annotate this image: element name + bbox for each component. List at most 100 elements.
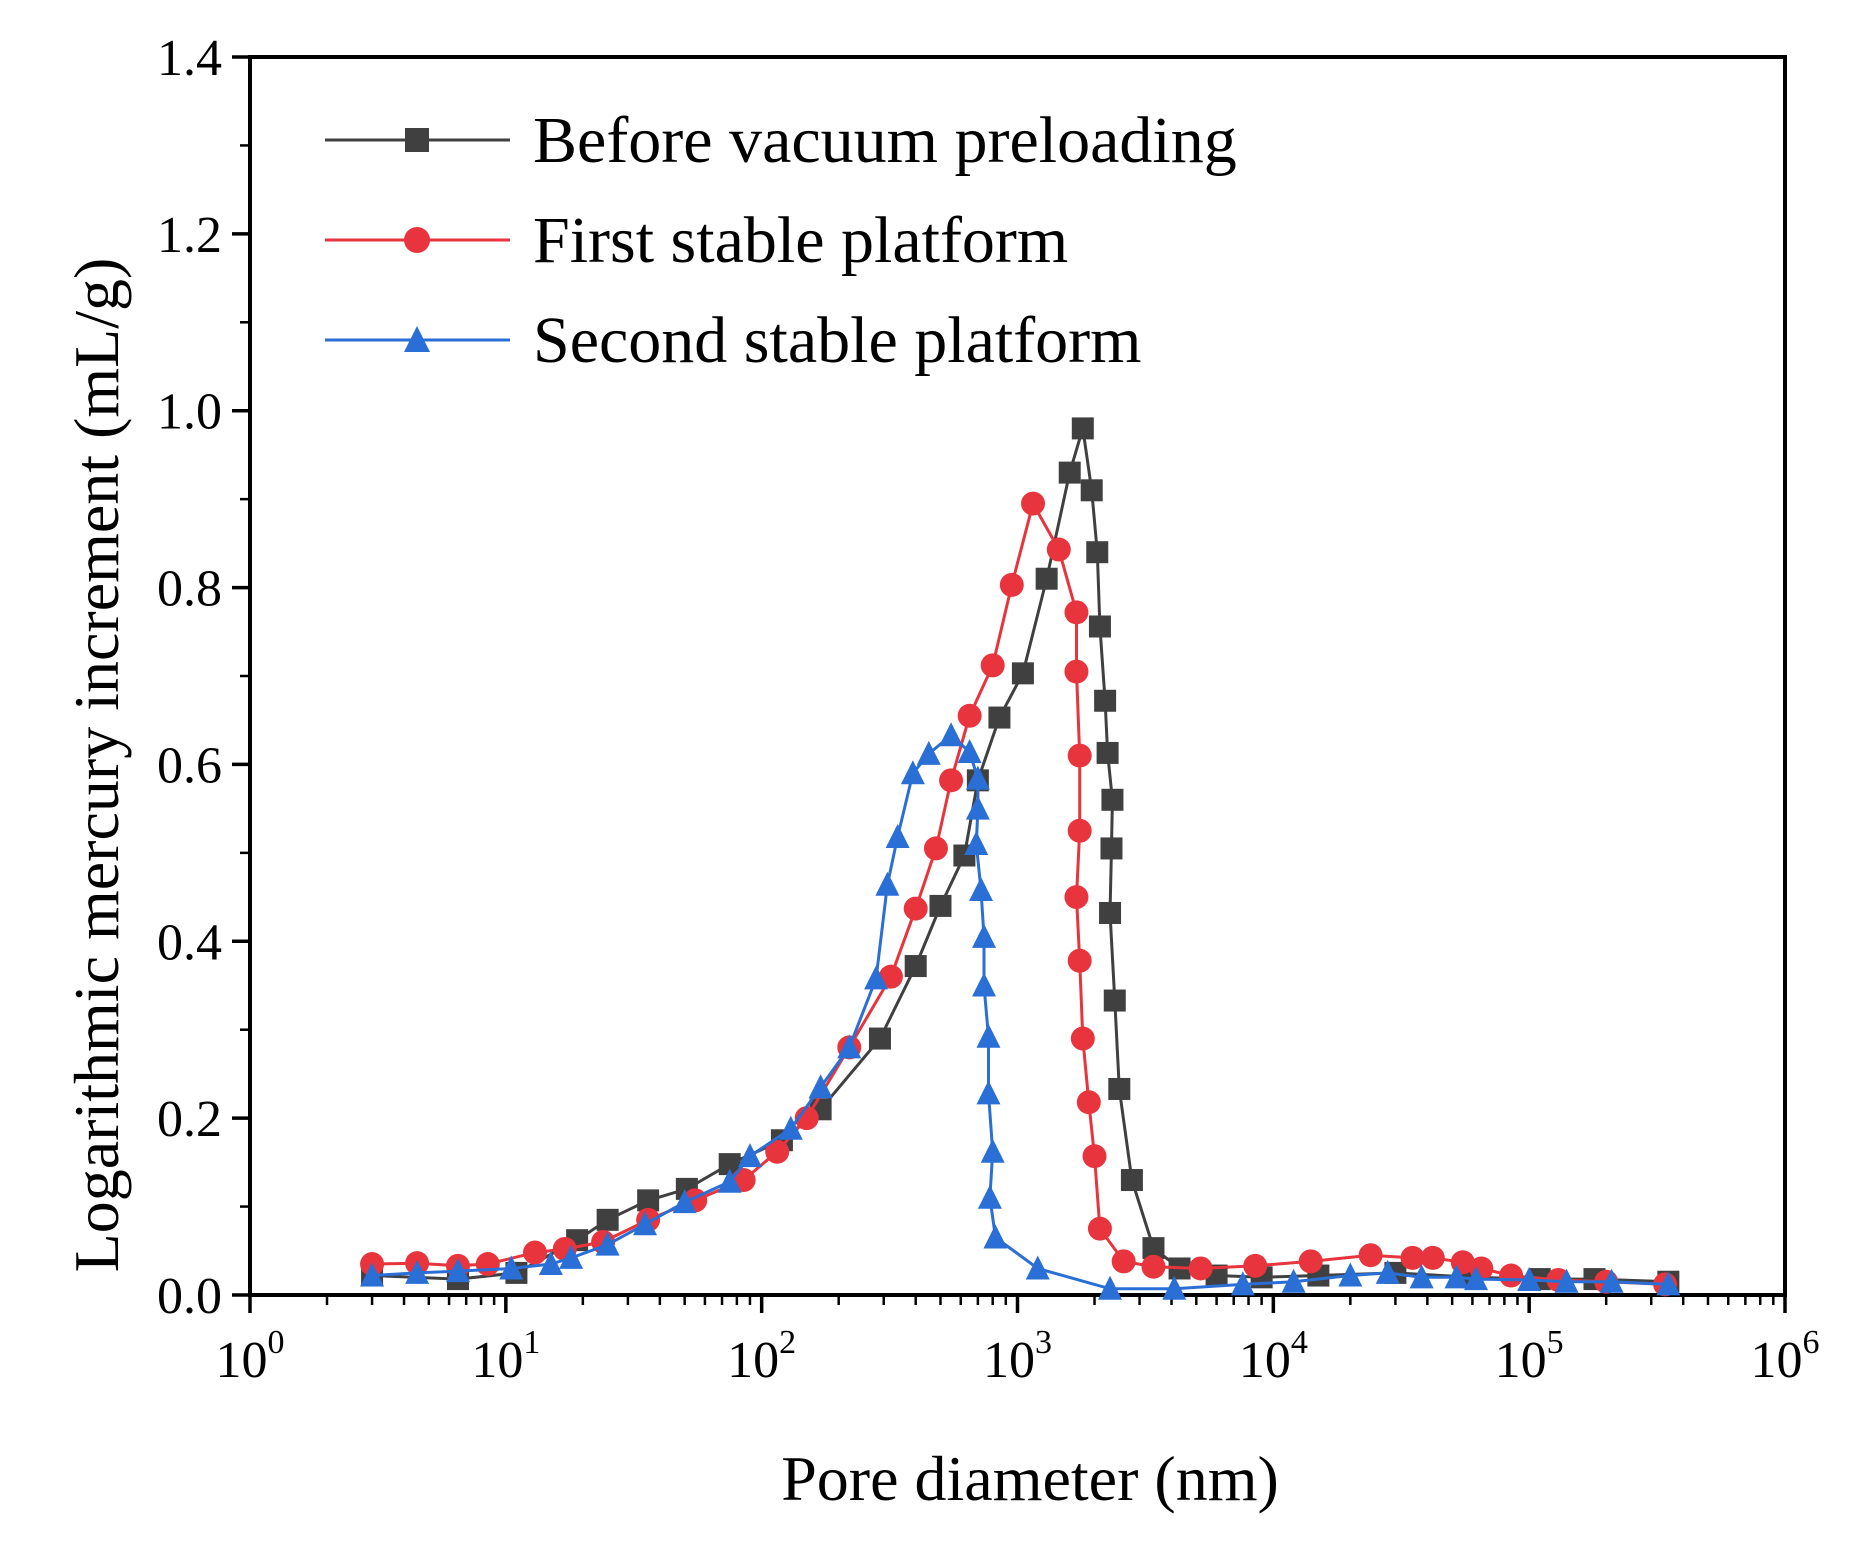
- data-point: [1243, 1253, 1268, 1278]
- data-point: [868, 1027, 891, 1050]
- legend-entry: Second stable platform: [325, 304, 1142, 377]
- data-point: [1444, 1264, 1469, 1289]
- data-point: [837, 1034, 862, 1059]
- data-point: [1067, 818, 1092, 843]
- y-axis-title: Logarithmic mercury increment (mL/g): [61, 258, 132, 1273]
- data-point: [976, 1080, 1001, 1105]
- data-point: [957, 739, 982, 764]
- data-point: [718, 1153, 741, 1176]
- legend-label: First stable platform: [533, 204, 1068, 277]
- data-point: [1517, 1266, 1542, 1291]
- data-point: [717, 1168, 742, 1193]
- data-point: [1067, 948, 1092, 973]
- data-point: [939, 722, 964, 747]
- data-point: [1464, 1266, 1489, 1291]
- data-point: [1142, 1237, 1165, 1260]
- series-layer: [360, 417, 1681, 1300]
- data-point: [778, 1115, 803, 1140]
- y-tick-label: 0.8: [157, 561, 222, 618]
- data-point: [988, 706, 1011, 729]
- x-axis-title: Pore diameter (nm): [781, 1443, 1279, 1514]
- legend-label: Before vacuum preloading: [533, 104, 1237, 177]
- data-point: [360, 1262, 385, 1287]
- data-point: [976, 1023, 1001, 1048]
- data-point: [972, 972, 997, 997]
- data-point: [559, 1244, 584, 1269]
- data-point: [1082, 1144, 1107, 1169]
- data-point: [1067, 743, 1092, 768]
- data-point: [969, 876, 994, 901]
- series-line: [372, 733, 1669, 1291]
- legend-entry: First stable platform: [325, 204, 1068, 277]
- legend-entry: Before vacuum preloading: [325, 104, 1237, 177]
- data-point: [1076, 1090, 1101, 1115]
- y-tick-label: 0.0: [157, 1268, 222, 1325]
- data-point: [1141, 1254, 1166, 1279]
- data-point: [1094, 689, 1117, 712]
- x-tick-label: 103: [983, 1324, 1052, 1389]
- data-point: [1011, 662, 1034, 685]
- data-point: [878, 964, 903, 989]
- data-point: [929, 894, 952, 917]
- data-point: [1096, 741, 1119, 764]
- x-tick-label: 101: [471, 1324, 540, 1389]
- data-point: [1098, 1275, 1123, 1300]
- legend-marker: [404, 326, 430, 352]
- data-point: [596, 1208, 619, 1231]
- data-point: [1064, 600, 1089, 625]
- data-point: [977, 1184, 1002, 1209]
- data-point: [1088, 615, 1111, 638]
- data-point: [1358, 1243, 1383, 1268]
- data-point: [1499, 1263, 1524, 1288]
- data-point: [672, 1189, 697, 1214]
- x-tick-label: 100: [216, 1324, 285, 1389]
- data-point: [900, 760, 925, 785]
- y-tick-label: 1.4: [157, 30, 222, 87]
- x-tick-label: 104: [1239, 1324, 1308, 1389]
- data-point: [1400, 1245, 1425, 1270]
- data-point: [1035, 567, 1058, 590]
- data-point: [1099, 901, 1122, 924]
- data-point: [1064, 659, 1089, 684]
- data-point: [1086, 541, 1109, 564]
- data-point: [1101, 788, 1124, 811]
- data-point: [1021, 491, 1046, 516]
- data-point: [1058, 461, 1081, 484]
- legend-marker: [404, 227, 430, 253]
- data-point: [980, 1138, 1005, 1163]
- data-point: [1162, 1275, 1187, 1300]
- legend-marker: [405, 128, 429, 152]
- data-point: [445, 1258, 470, 1283]
- data-point: [1080, 479, 1103, 502]
- legend: Before vacuum preloading First stable pla…: [325, 104, 1237, 377]
- data-point: [1599, 1268, 1624, 1293]
- data-point: [1070, 1026, 1095, 1051]
- data-point: [794, 1106, 819, 1131]
- data-point: [1120, 1169, 1143, 1192]
- x-tick-label: 102: [727, 1324, 796, 1389]
- data-point: [1281, 1268, 1306, 1293]
- data-point: [1375, 1259, 1400, 1284]
- x-tick-label: 105: [1495, 1324, 1564, 1389]
- data-point: [1409, 1264, 1434, 1289]
- data-point: [904, 955, 927, 978]
- data-point: [875, 871, 900, 896]
- data-point: [965, 765, 990, 790]
- data-point: [903, 896, 928, 921]
- data-point: [1420, 1245, 1445, 1270]
- data-point: [1656, 1271, 1681, 1296]
- data-point: [916, 740, 941, 765]
- data-point: [405, 1259, 430, 1284]
- y-tick-label: 0.2: [157, 1091, 222, 1148]
- data-point: [595, 1231, 620, 1256]
- data-point: [980, 653, 1005, 678]
- series-line: [372, 499, 1666, 1286]
- data-point: [765, 1139, 790, 1164]
- y-tick-label: 0.4: [157, 914, 222, 971]
- data-point: [885, 823, 910, 848]
- data-point: [957, 703, 982, 728]
- data-point: [1103, 989, 1126, 1012]
- data-point: [1554, 1268, 1579, 1293]
